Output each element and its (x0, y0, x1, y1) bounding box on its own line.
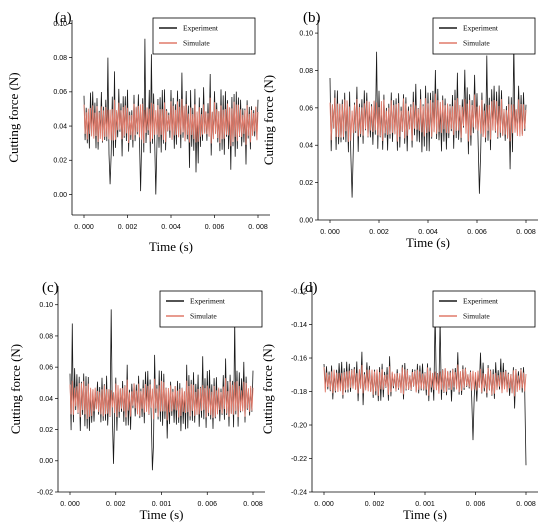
x-tick-label: 0. 000 (314, 501, 334, 508)
series-line-simulate (323, 364, 527, 397)
y-axis-title: Cutting force (N) (6, 72, 21, 162)
x-tick-label: 0. 000 (60, 501, 80, 508)
x-tick-label: 0. 001 (152, 501, 172, 508)
y-tick-label: 0.02 (53, 158, 67, 165)
y-tick-label: 0.00 (299, 217, 313, 224)
panel-label: (b) (303, 10, 321, 26)
y-tick-label: 0.08 (299, 68, 313, 75)
y-tick-label: 0.08 (39, 333, 53, 340)
y-tick-label: -0.14 (291, 322, 307, 329)
legend: Experiment Simulate (159, 290, 263, 328)
x-axis-title: Time (s) (149, 239, 193, 254)
legend-entry: Simulate (463, 312, 490, 321)
legend-entry: Simulate (463, 39, 490, 48)
legend-box (432, 17, 536, 55)
y-tick-label: 0.00 (39, 458, 53, 465)
y-tick-label: 0.06 (53, 89, 67, 96)
legend-entry: Experiment (463, 297, 499, 306)
legend: Experiment Simulate (432, 290, 536, 328)
y-tick-label: 0.10 (39, 302, 53, 309)
x-tick-label: 0. 006 (198, 501, 218, 508)
y-axis-title: Cutting force (N) (8, 344, 23, 434)
y-tick-label: 0.02 (39, 427, 53, 434)
x-tick-label: 0. 002 (369, 229, 389, 236)
y-tick-label: -0.16 (291, 355, 307, 362)
panel-label: (c) (42, 280, 59, 296)
series-line-simulate (329, 93, 527, 142)
legend-entry: Experiment (463, 24, 499, 33)
y-tick-label: -0.20 (291, 422, 307, 429)
series-line-simulate (69, 378, 254, 421)
x-tick-label: 0. 000 (74, 224, 94, 231)
x-tick-label: 0. 002 (106, 501, 126, 508)
legend-entry: Experiment (190, 297, 226, 306)
y-tick-label: -0.22 (291, 456, 307, 463)
legend: Experiment Simulate (152, 17, 256, 55)
x-tick-label: 0. 002 (118, 224, 138, 231)
y-tick-label: 0.00 (53, 192, 67, 199)
y-axis-title: Cutting force (N) (260, 344, 275, 434)
chart-panel-3: -0.02 0.00 0.02 0.04 0.06 0.08 0.10 0. 000 0. 00… (8, 280, 265, 522)
x-tick-label: 0. 002 (365, 501, 385, 508)
y-tick-label: 0.10 (299, 30, 313, 37)
legend-box (159, 290, 263, 328)
x-axis-title: Time (s) (403, 507, 447, 522)
x-tick-label: 0. 004 (161, 224, 181, 231)
y-axis-title: Cutting force (N) (261, 75, 276, 165)
y-tick-label: 0.02 (299, 180, 313, 187)
legend-entry: Simulate (183, 39, 210, 48)
x-tick-label: 0. 008 (516, 501, 536, 508)
y-tick-label: -0.24 (291, 489, 307, 496)
series-line-simulate (83, 97, 259, 147)
x-tick-label: 0. 008 (248, 224, 268, 231)
x-tick-label: 0. 006 (466, 501, 486, 508)
y-tick-label: 0.06 (299, 105, 313, 112)
x-axis-title: Time (s) (140, 507, 184, 522)
x-tick-label: 0. 008 (516, 229, 536, 236)
legend-box (432, 290, 536, 328)
legend-box (152, 17, 256, 55)
chart-panel-1: 0.00 0.02 0.04 0.06 0.08 0.10 0. 000 0. 002 0. 0… (6, 10, 270, 254)
y-tick-label: 0.04 (53, 123, 67, 130)
y-tick-label: 0.10 (53, 21, 67, 28)
series-line-experiment (329, 42, 527, 198)
series-line-experiment (323, 312, 527, 466)
y-tick-label: 0.06 (39, 365, 53, 372)
x-tick-label: 0. 000 (320, 229, 340, 236)
y-tick-label: 0.04 (39, 396, 53, 403)
chart-panel-2: 0.00 0.02 0.04 0.06 0.08 0.10 0. 000 0. 002 0. 0… (261, 10, 538, 250)
x-tick-label: 0. 006 (467, 229, 487, 236)
x-tick-label: 0. 001 (415, 501, 435, 508)
y-tick-label: 0.08 (53, 55, 67, 62)
legend: Experiment Simulate (432, 17, 536, 55)
x-axis-title: Time (s) (406, 235, 450, 250)
y-tick-label: -0.12 (291, 288, 307, 295)
chart-panel-4: -0.24 -0.22 -0.20 -0.18 -0.16 -0.14 -0.12 0. 00… (260, 280, 538, 522)
panel-label: (a) (55, 10, 72, 26)
x-tick-label: 0. 008 (243, 501, 263, 508)
panel-label: (d) (300, 280, 318, 296)
x-tick-label: 0. 006 (205, 224, 225, 231)
legend-entry: Experiment (183, 24, 219, 33)
y-tick-label: 0.04 (299, 143, 313, 150)
x-tick-label: 0. 004 (418, 229, 438, 236)
y-tick-label: -0.02 (37, 489, 53, 496)
legend-entry: Simulate (190, 312, 217, 321)
y-tick-label: -0.18 (291, 389, 307, 396)
